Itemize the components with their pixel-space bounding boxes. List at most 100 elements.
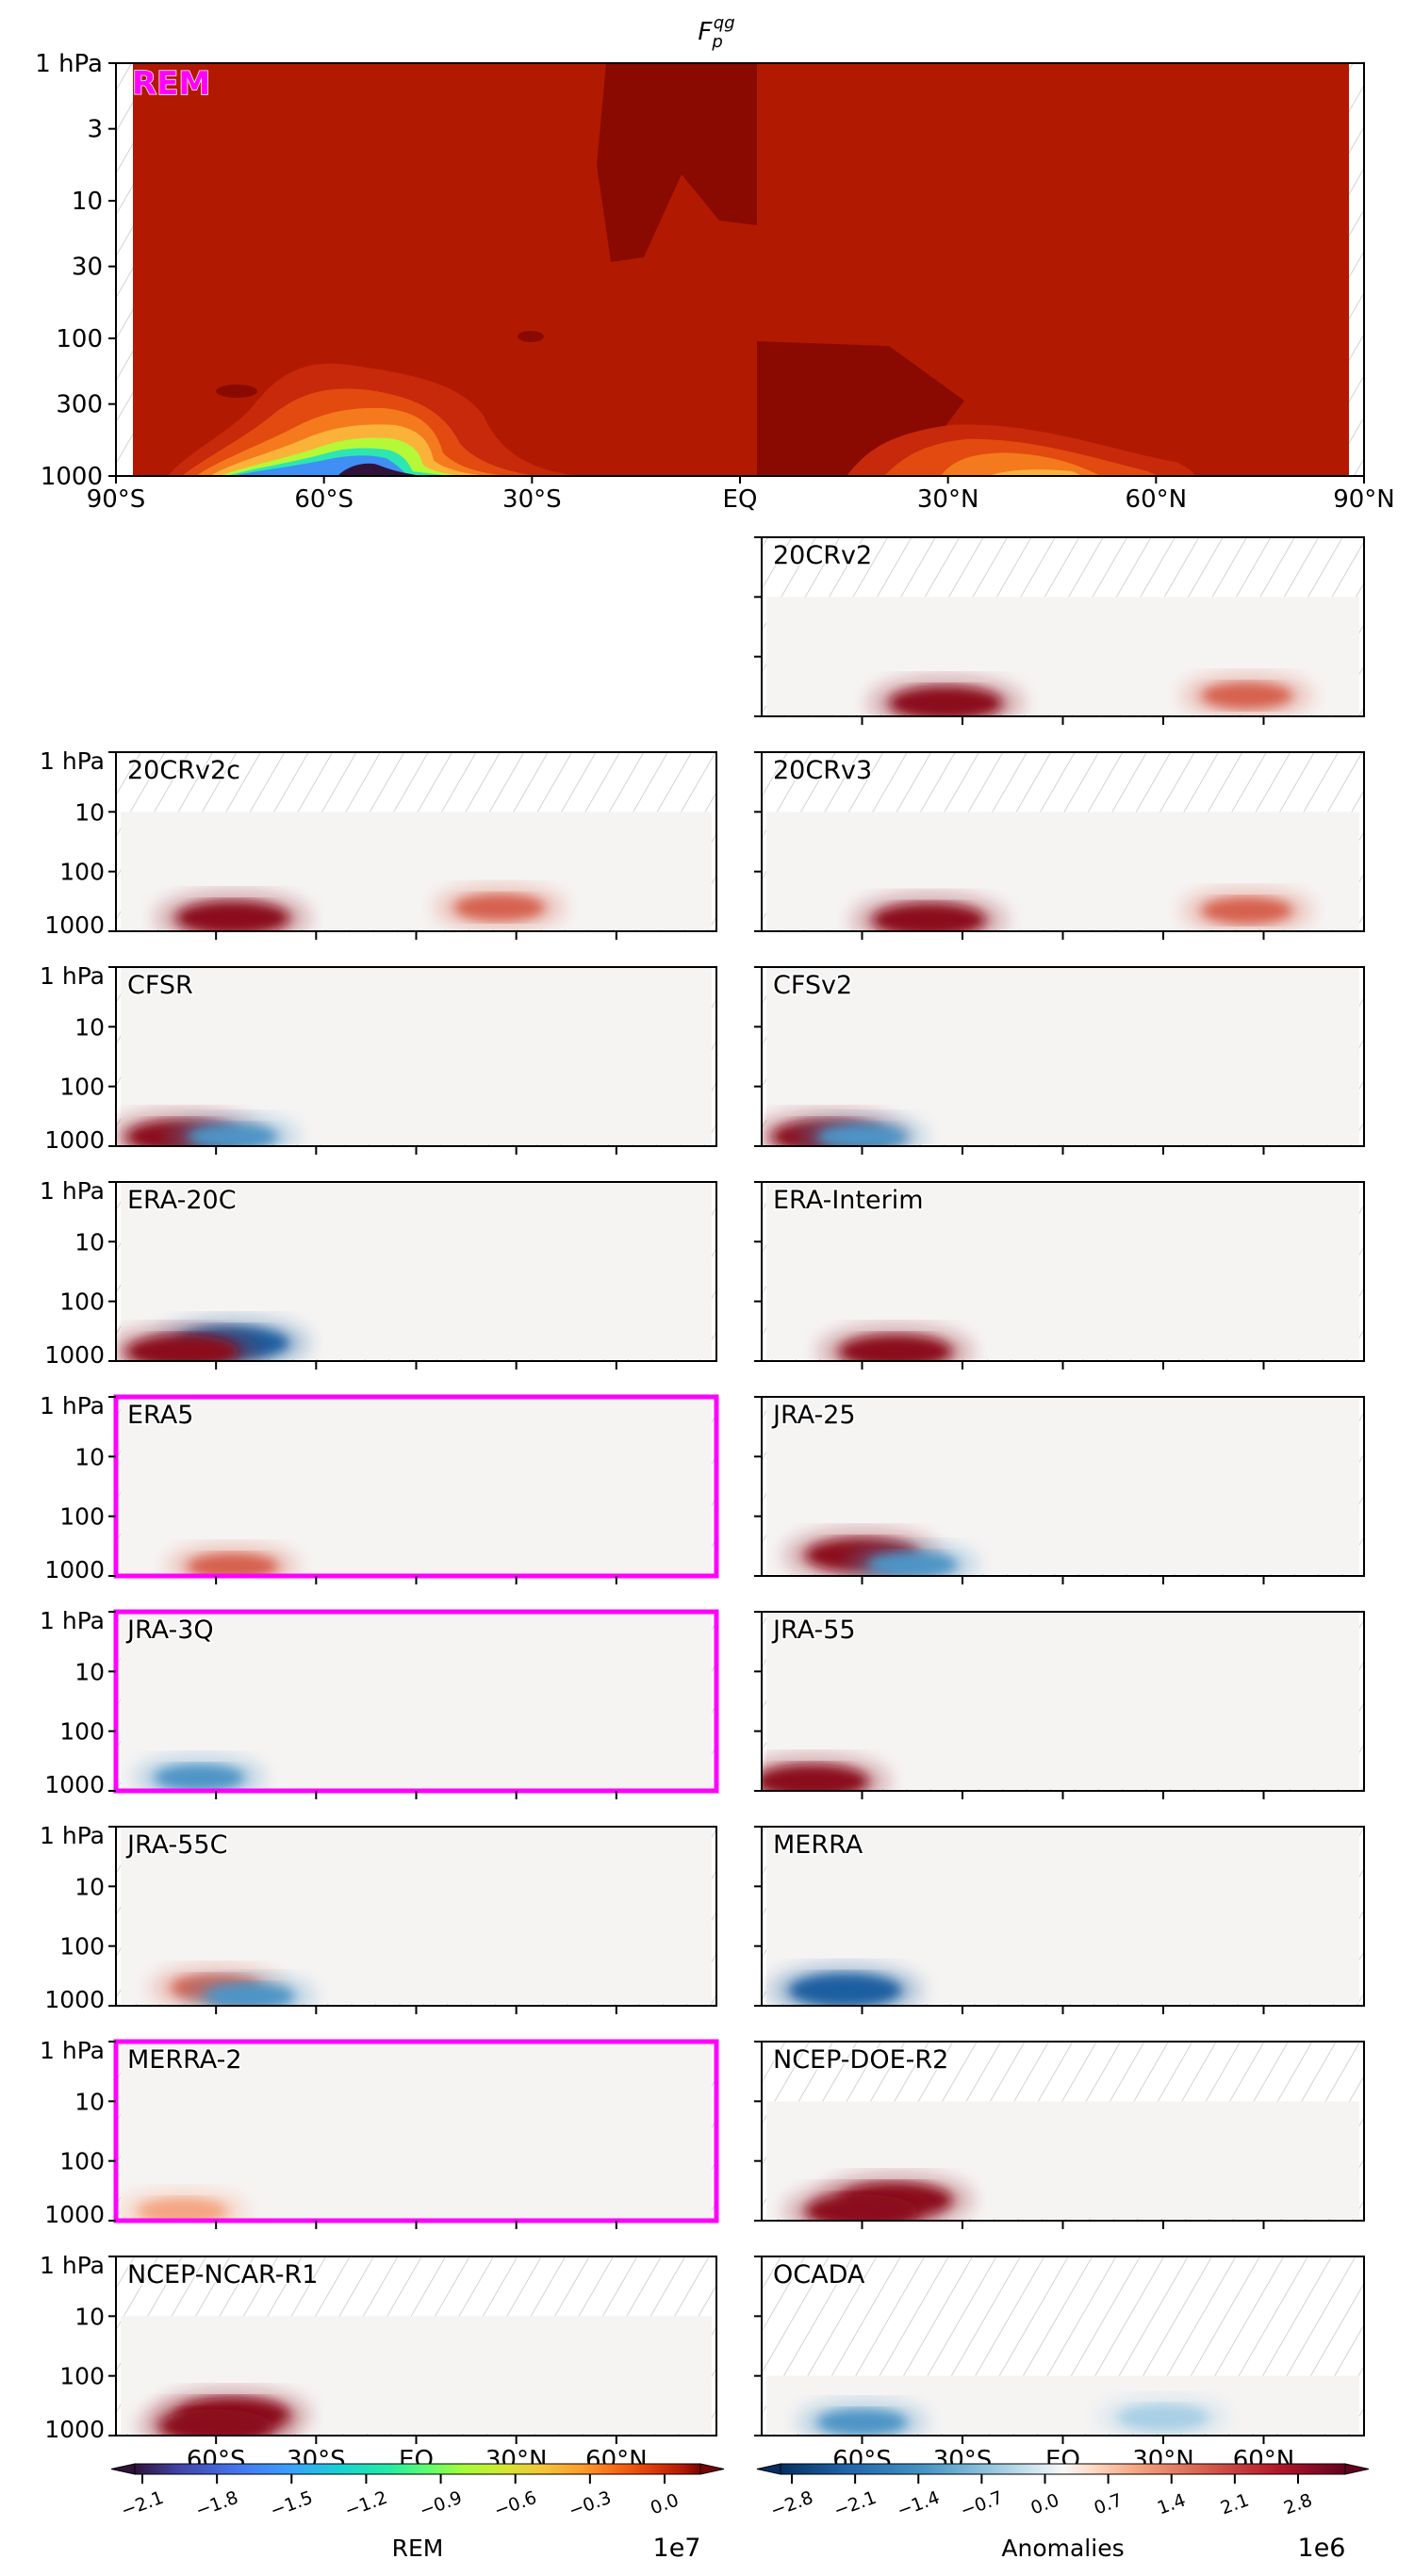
panel-label: 20CRv2c (127, 756, 240, 785)
y-tick-label: 1000 (44, 1341, 105, 1369)
colorbar-tick-label: −2.1 (831, 2487, 880, 2521)
anomaly-panel: JRA-3Q 1 hPa 10 100 1000 (40, 1607, 719, 1799)
panel-field (762, 537, 1364, 716)
colorbar-tick-label: −2.1 (119, 2487, 167, 2521)
y-tick-label: 1000 (44, 2201, 105, 2228)
field-feature-positive (762, 1764, 869, 1791)
panel-field (762, 1182, 1364, 1361)
field-feature-positive (872, 903, 986, 931)
colorbar-tick-label: −0.7 (958, 2487, 1006, 2521)
field-small-patch (216, 385, 257, 398)
panel-label: ERA5 (127, 1401, 193, 1430)
panel-field (116, 2042, 716, 2221)
colorbar-extend-left (110, 2463, 136, 2475)
y-tick-label: 1000 (44, 1126, 105, 1154)
y-tick-label: 100 (59, 2363, 105, 2390)
y-tick-label: 300 (56, 391, 103, 419)
anomaly-panel-grid: 20CRv2 20CRv2c 1 hPa 10 100 1000 20CRv3 CFSR 1 h… (40, 536, 1365, 2474)
y-tick-label: 100 (59, 2148, 105, 2175)
y-tick-label: 10 (74, 1228, 105, 1255)
figure-title: Fpqg (698, 13, 734, 52)
colorbar-scale: 1e6 (1298, 2534, 1346, 2563)
colorbar-rem: −2.1 −1.8 −1.5 −1.2 −0.9 −0.6 −0.3 0.0 REM 1e7 (110, 2463, 725, 2563)
panel-label: 20CRv3 (773, 756, 872, 785)
field-feature-negative (154, 1764, 245, 1791)
y-tick-label: 1 hPa (35, 50, 103, 78)
y-tick-label: 100 (59, 1074, 105, 1101)
anomaly-panel: MERRA-2 1 hPa 10 100 1000 (40, 2037, 719, 2229)
anomaly-panel: JRA-25 (754, 1396, 1365, 1584)
panel-field (116, 1827, 716, 2006)
y-tick-label: 1 hPa (40, 1392, 105, 1419)
panel-label: 20CRv2 (773, 541, 872, 570)
colorbar-tick-label: −0.3 (566, 2487, 614, 2521)
y-tick-label: 1000 (44, 1556, 105, 1583)
y-tick-label: 10 (74, 2088, 105, 2115)
colorbar-tick-label: 0.7 (1092, 2489, 1126, 2519)
anomaly-panel: MERRA (754, 1826, 1365, 2014)
field-nh-contour-3 (988, 469, 1082, 476)
anomaly-panel: 20CRv2c 1 hPa 10 100 1000 (40, 747, 717, 940)
y-tick-label: 100 (56, 325, 103, 353)
y-tick-label: 10 (74, 1658, 105, 1685)
panel-field (762, 2042, 1364, 2221)
field-small-patch-2 (518, 331, 544, 342)
anomaly-panel: 20CRv2 (754, 536, 1365, 725)
anomaly-panel: JRA-55 (754, 1611, 1365, 1799)
panel-label: CFSv2 (773, 971, 852, 1000)
colorbar-tick-label: −0.6 (491, 2487, 539, 2521)
panel-field (116, 967, 716, 1146)
panel-label-rem: REM (132, 65, 210, 103)
panel-label: JRA-3Q (125, 1616, 214, 1645)
field-feature-negative (788, 1973, 902, 2006)
field-feature-negative (1118, 2404, 1208, 2431)
x-tick-label: EQ (723, 485, 758, 514)
y-tick-label: 30 (72, 254, 103, 282)
panel-label: NCEP-DOE-R2 (773, 2045, 948, 2075)
colorbar-scale: 1e7 (653, 2534, 701, 2563)
title-main: F (698, 18, 713, 46)
panel-field (116, 2256, 716, 2436)
y-tick-label: 1000 (44, 2416, 105, 2443)
y-tick-label: 10 (72, 188, 103, 216)
panel-label: JRA-55C (125, 1830, 227, 1860)
colorbar-tick-label: 0.0 (648, 2489, 682, 2519)
panel-label: CFSR (127, 971, 193, 1000)
x-tick-label: 30°N (917, 485, 979, 514)
y-tick-label: 100 (59, 1718, 105, 1746)
colorbar-label: REM (392, 2535, 444, 2562)
field-base (766, 1612, 1359, 1789)
y-tick-label: 1000 (44, 911, 105, 939)
field-feature-negative (187, 1124, 278, 1146)
field-feature-negative (866, 1551, 958, 1576)
panel-label: OCADA (773, 2260, 865, 2289)
colorbar-label: Anomalies (1001, 2535, 1124, 2562)
colorbar-tick-label: −2.8 (768, 2487, 816, 2521)
y-tick-label: 10 (74, 798, 105, 826)
colorbar-anomalies: −2.8 −2.1 −1.4 −0.7 0.0 0.7 1.4 2.1 2.8 Anomalies… (756, 2463, 1370, 2563)
title-sup: qg (714, 13, 735, 33)
field-base (121, 2042, 712, 2219)
field-feature-positive (125, 1335, 239, 1361)
y-tick-label: 100 (59, 1933, 105, 1961)
panel-label: NCEP-NCAR-R1 (127, 2260, 318, 2289)
panel-label: JRA-25 (771, 1401, 856, 1430)
y-tick-label: 10 (74, 1443, 105, 1470)
anomaly-panel: ERA5 1 hPa 10 100 1000 (40, 1392, 719, 1584)
field-feature-negative (816, 2408, 908, 2436)
colorbar-tick-label: 2.1 (1218, 2489, 1252, 2519)
y-tick-label: 1000 (41, 463, 103, 491)
x-tick-label: 30°S (502, 485, 562, 514)
field-tropical-patch (757, 341, 1059, 476)
colorbar-tick-label: 0.0 (1028, 2489, 1062, 2519)
main-field (133, 63, 1349, 476)
colorbar-gradient (780, 2463, 1346, 2475)
panel-field (762, 752, 1364, 931)
colorbar-tick-label: −1.4 (895, 2487, 943, 2521)
anomaly-panel: ERA-Interim (754, 1181, 1365, 1370)
y-tick-label: 1 hPa (40, 1822, 105, 1849)
